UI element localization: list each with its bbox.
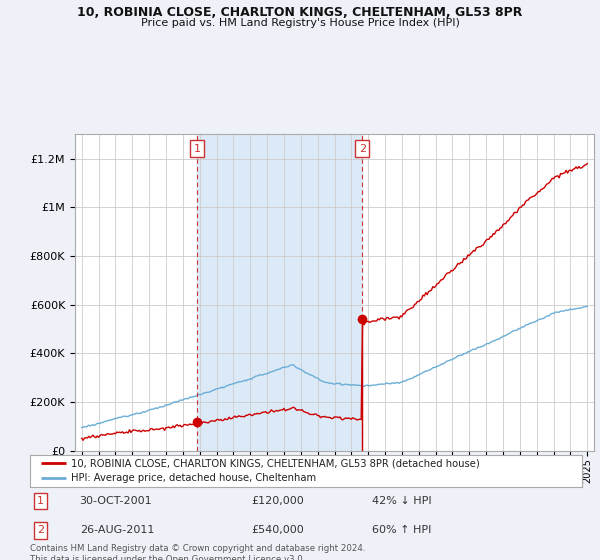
Text: 30-OCT-2001: 30-OCT-2001 <box>80 496 152 506</box>
Text: 10, ROBINIA CLOSE, CHARLTON KINGS, CHELTENHAM, GL53 8PR: 10, ROBINIA CLOSE, CHARLTON KINGS, CHELT… <box>77 6 523 18</box>
Text: 26-AUG-2011: 26-AUG-2011 <box>80 525 154 535</box>
Text: 60% ↑ HPI: 60% ↑ HPI <box>372 525 431 535</box>
Text: £540,000: £540,000 <box>251 525 304 535</box>
Text: Contains HM Land Registry data © Crown copyright and database right 2024.
This d: Contains HM Land Registry data © Crown c… <box>30 544 365 560</box>
Text: 2: 2 <box>37 525 44 535</box>
Bar <box>197 134 362 451</box>
Text: 1: 1 <box>193 143 200 153</box>
Text: 2: 2 <box>359 143 366 153</box>
Text: Price paid vs. HM Land Registry's House Price Index (HPI): Price paid vs. HM Land Registry's House … <box>140 18 460 28</box>
Text: 1: 1 <box>37 496 44 506</box>
Text: 10, ROBINIA CLOSE, CHARLTON KINGS, CHELTENHAM, GL53 8PR (detached house): 10, ROBINIA CLOSE, CHARLTON KINGS, CHELT… <box>71 459 480 469</box>
Text: £120,000: £120,000 <box>251 496 304 506</box>
Text: HPI: Average price, detached house, Cheltenham: HPI: Average price, detached house, Chel… <box>71 473 317 483</box>
Text: 42% ↓ HPI: 42% ↓ HPI <box>372 496 432 506</box>
